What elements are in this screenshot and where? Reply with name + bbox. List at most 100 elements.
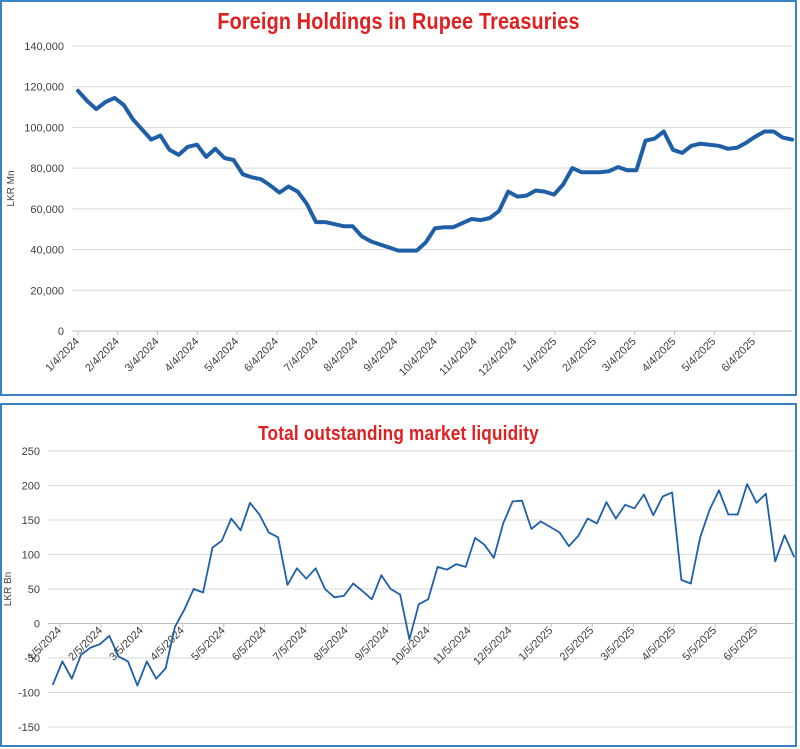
market-liquidity-chart-panel: Total outstanding market liquidity -150 -…: [0, 403, 797, 747]
y-tick-label: 100,000: [24, 122, 64, 134]
y-tick-label: 200: [22, 481, 40, 493]
y-tick-label: 0: [58, 326, 64, 338]
x-tick-label: 3/4/2025: [600, 336, 639, 375]
data-point: [380, 574, 382, 576]
data-point: [617, 166, 619, 168]
y-tick-label: 20,000: [30, 285, 64, 297]
data-point: [465, 566, 467, 568]
data-point: [233, 159, 235, 161]
data-point: [782, 137, 784, 139]
data-point: [662, 495, 664, 498]
y-tick-label: -50: [24, 653, 40, 665]
data-point: [562, 183, 564, 186]
y-tick-label: 150: [22, 515, 40, 527]
data-point: [558, 531, 561, 534]
data-point: [587, 518, 589, 520]
data-point: [474, 537, 476, 539]
x-tick-label: 4/4/2025: [640, 336, 679, 375]
x-tick-label: 11/4/2024: [437, 336, 480, 379]
data-point: [535, 189, 537, 192]
data-point: [784, 534, 786, 536]
data-point: [605, 501, 608, 503]
data-point: [315, 567, 317, 569]
data-point: [599, 171, 601, 173]
data-point: [95, 108, 97, 110]
data-point: [461, 222, 464, 224]
x-tick-label: 2/4/2025: [560, 336, 599, 375]
data-point: [277, 536, 279, 538]
data-point: [71, 678, 73, 680]
data-point: [699, 536, 701, 538]
data-point: [211, 547, 214, 549]
data-point: [155, 678, 157, 680]
data-point: [388, 246, 390, 249]
data-point: [507, 190, 509, 193]
x-tick-label: 3/4/2024: [123, 336, 162, 375]
data-point: [489, 217, 491, 219]
data-point: [114, 97, 116, 99]
data-point: [202, 591, 204, 594]
y-axis-label: LKR Bn: [3, 572, 14, 606]
data-point: [305, 578, 307, 580]
data-point: [493, 557, 495, 559]
y-tick-label: 60,000: [30, 204, 64, 216]
data-point: [663, 130, 665, 133]
data-point: [635, 169, 637, 171]
data-point: [525, 195, 528, 197]
data-point: [736, 147, 738, 149]
data-point: [132, 118, 134, 120]
data-point: [553, 194, 555, 196]
data-point: [763, 130, 766, 133]
data-point: [718, 145, 720, 147]
y-tick-label: 100: [22, 550, 40, 562]
data-point: [352, 582, 354, 585]
y-tick-label: -100: [18, 688, 40, 700]
data-point: [205, 156, 207, 158]
data-point: [727, 513, 729, 516]
data-point: [416, 249, 418, 252]
data-point: [108, 635, 110, 637]
data-point: [427, 598, 429, 600]
data-point: [399, 593, 401, 596]
x-tick-label: 9/4/2024: [361, 336, 400, 375]
data-point: [297, 190, 299, 193]
data-point: [425, 241, 427, 244]
data-point: [150, 139, 152, 141]
x-tick-label: 12/4/2024: [476, 336, 519, 379]
data-point: [577, 535, 579, 537]
data-point: [251, 176, 253, 178]
data-point: [608, 170, 610, 172]
data-point: [406, 249, 409, 252]
y-tick-label: 40,000: [30, 245, 64, 257]
data-point: [333, 596, 335, 598]
data-point: [530, 528, 532, 530]
data-point: [268, 531, 270, 534]
data-point: [193, 588, 195, 590]
data-point: [718, 489, 720, 491]
data-point: [164, 667, 167, 669]
data-point: [699, 143, 702, 145]
x-tick-label: 5/4/2025: [680, 336, 719, 375]
x-tick-label: 1/4/2025: [521, 336, 560, 375]
data-point: [183, 609, 185, 611]
data-point: [390, 588, 392, 590]
data-point: [99, 643, 101, 645]
data-point: [214, 148, 216, 150]
data-point: [765, 493, 767, 495]
data-point: [446, 569, 448, 571]
data-point: [596, 522, 598, 525]
data-point: [141, 128, 143, 131]
data-point: [352, 225, 354, 227]
data-point: [269, 184, 271, 187]
x-tick-label: 6/4/2024: [242, 336, 281, 375]
data-point: [258, 513, 260, 516]
data-point: [104, 101, 107, 103]
data-point: [681, 152, 683, 154]
data-point: [221, 540, 223, 542]
data-point: [626, 169, 628, 171]
data-point: [745, 142, 747, 144]
data-point: [652, 514, 654, 516]
data-point: [315, 221, 317, 223]
data-point: [680, 579, 683, 581]
